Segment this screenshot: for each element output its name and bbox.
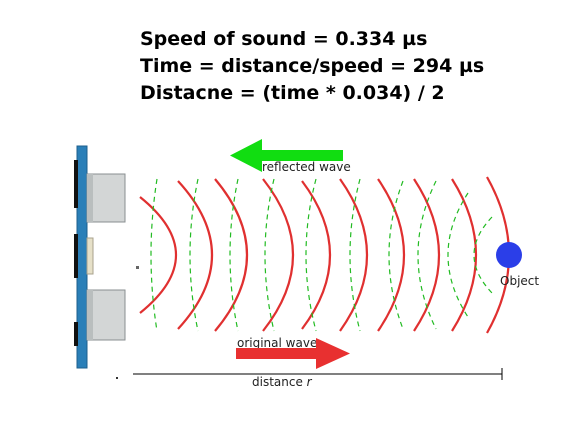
sensor-board <box>76 145 88 369</box>
distance-line <box>116 368 503 380</box>
reflected-wave-arc <box>447 192 469 318</box>
sensor-pin-top <box>74 160 78 208</box>
reflected-wave-arc <box>264 178 275 332</box>
object-ball <box>496 242 522 268</box>
original-wave-arc <box>262 178 295 332</box>
original-wave-arc <box>339 178 369 332</box>
sensor-pin-bottom <box>74 322 78 346</box>
reflected-wave-arc <box>417 180 437 330</box>
time-formula: Time = distance/speed = 294 µs <box>140 55 485 77</box>
reflected-wave-arrow <box>230 139 343 172</box>
reflected-wave-arc <box>349 178 361 332</box>
transducer-bottom-shade <box>87 290 93 340</box>
object-label: Object <box>500 274 539 288</box>
sensor-dot <box>136 266 139 269</box>
original-wave-arc <box>139 196 177 314</box>
distance-formula: Distacne = (time * 0.034) / 2 <box>140 82 445 104</box>
sensor-pin-middle <box>74 234 78 278</box>
reflected-wave-arc <box>473 216 493 294</box>
distance-label-text: distance <box>252 375 307 389</box>
distance-label-variable: r <box>307 375 313 389</box>
original-wave-arc <box>451 178 478 332</box>
reflected-wave-arc <box>150 178 158 332</box>
crystal-block <box>86 237 94 275</box>
original-wave-arc <box>413 178 441 332</box>
distance-label: distance r <box>252 375 313 389</box>
original-wave-arc <box>177 180 214 330</box>
reflected-wave-arc <box>189 178 199 332</box>
original-wave-arrow <box>236 338 350 369</box>
original-wave-arc <box>377 178 406 332</box>
original-wave-label: original wave <box>237 336 317 350</box>
transducer-top-shade <box>87 174 93 222</box>
reflected-wave-label: reflected wave <box>262 160 351 174</box>
speed-formula: Speed of sound = 0.334 µs <box>140 28 428 50</box>
original-wave-arc <box>301 180 332 330</box>
reflected-wave-arc <box>388 180 404 330</box>
wave-arcs <box>139 176 511 334</box>
reflected-wave-arc <box>229 178 239 332</box>
ultrasonic-sensor <box>74 145 139 369</box>
original-wave-arc <box>214 178 249 332</box>
transducer-top <box>86 173 126 223</box>
reflected-wave-arc <box>305 178 317 332</box>
